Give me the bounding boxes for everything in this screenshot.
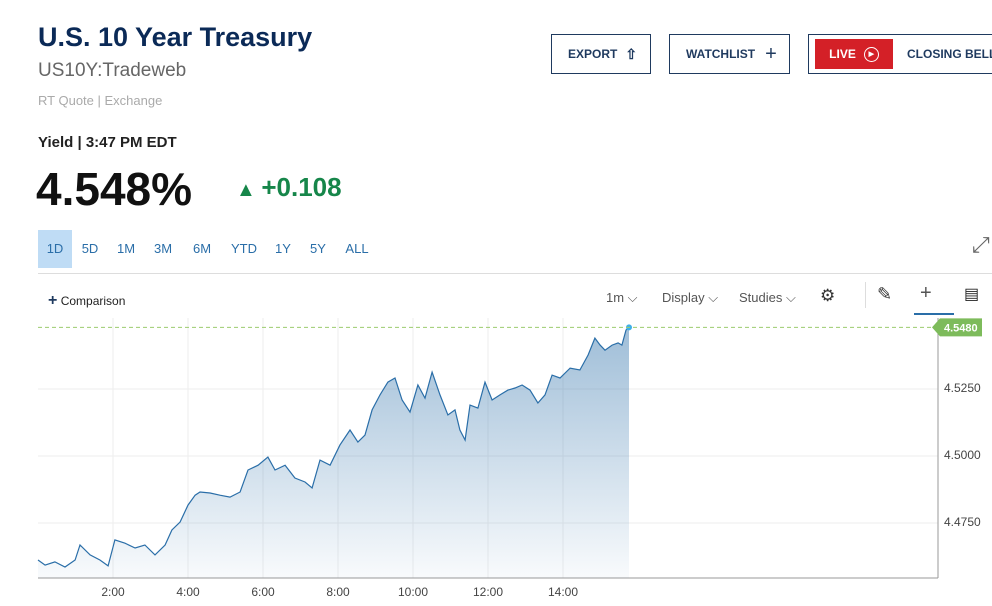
x-tick-label: 4:00 [176, 585, 200, 599]
y-tick-label: 4.4750 [944, 515, 981, 529]
x-tick-label: 6:00 [251, 585, 275, 599]
draw-icon[interactable]: ✎ [877, 284, 893, 304]
live-badge: LIVE ▶ [815, 39, 893, 69]
label: LIVE [829, 47, 856, 61]
x-tick-label: 2:00 [101, 585, 125, 599]
icon: ▶ [863, 46, 879, 62]
area-fill [38, 327, 629, 578]
range-tab[interactable]: 6M [192, 241, 212, 256]
range-tab[interactable]: ALL [345, 241, 369, 256]
label: EXPORT [568, 47, 618, 61]
change: ▲ +0.108 [236, 172, 342, 203]
current-price-badge [932, 318, 982, 337]
label: WATCHLIST [686, 47, 756, 61]
y-tick-label: 4.5000 [944, 448, 981, 462]
title: U.S. 10 Year Treasury [38, 22, 313, 52]
up-arrow: ▲ [236, 179, 262, 201]
x-tick-label: 12:00 [473, 585, 503, 599]
change-value: +0.108 [261, 172, 342, 202]
export-button[interactable]: EXPORT ⇧ [551, 34, 651, 74]
x-tick-label: 14:00 [548, 585, 578, 599]
active-indicator [914, 313, 954, 315]
quote-info: RT Quote | Exchange [38, 93, 163, 108]
label: 1m [606, 290, 625, 305]
icon: ⇧ [625, 45, 638, 62]
range-tab[interactable]: 5Y [310, 241, 326, 256]
range-tab[interactable]: 1D [38, 230, 72, 268]
expand-icon[interactable]: ⤢ [972, 232, 990, 257]
comparison-button[interactable]: + Comparison [48, 292, 126, 309]
range-tab[interactable]: 3M [153, 241, 173, 256]
current-price-label: 4.5480 [944, 322, 978, 334]
comment-icon[interactable]: ▤ [964, 286, 980, 303]
crosshair-icon[interactable]: + [920, 282, 932, 304]
yield-label: Yield | 3:47 PM EDT [38, 134, 177, 151]
icon: + [765, 42, 777, 65]
range-tab[interactable]: 5D [81, 241, 99, 256]
label: Comparison [60, 294, 126, 308]
price: 4.548% [36, 163, 193, 215]
label: Display [662, 290, 705, 305]
label: CLOSING BELL [907, 47, 992, 61]
range-tab[interactable]: YTD [231, 241, 257, 256]
range-tab[interactable]: 1M [116, 241, 136, 256]
price-line [37, 326, 630, 568]
symbol: US10Y:Tradeweb [38, 60, 187, 81]
settings-icon[interactable]: ⚙ [820, 286, 836, 305]
label: Studies [739, 290, 783, 305]
range-tab[interactable]: 1Y [275, 241, 291, 256]
separator [865, 282, 866, 308]
x-tick-label: 10:00 [398, 585, 428, 599]
watchlist-button[interactable]: WATCHLIST + [669, 34, 790, 74]
live-button[interactable]: LIVE ▶ CLOSING BELL [808, 34, 992, 74]
y-tick-label: 4.5250 [944, 381, 981, 395]
display-menu[interactable]: Display ⌵ [662, 290, 719, 305]
studies-menu[interactable]: Studies ⌵ [739, 290, 796, 305]
interval-menu[interactable]: 1m ⌵ [606, 290, 638, 305]
x-tick-label: 8:00 [326, 585, 350, 599]
divider [38, 273, 992, 274]
